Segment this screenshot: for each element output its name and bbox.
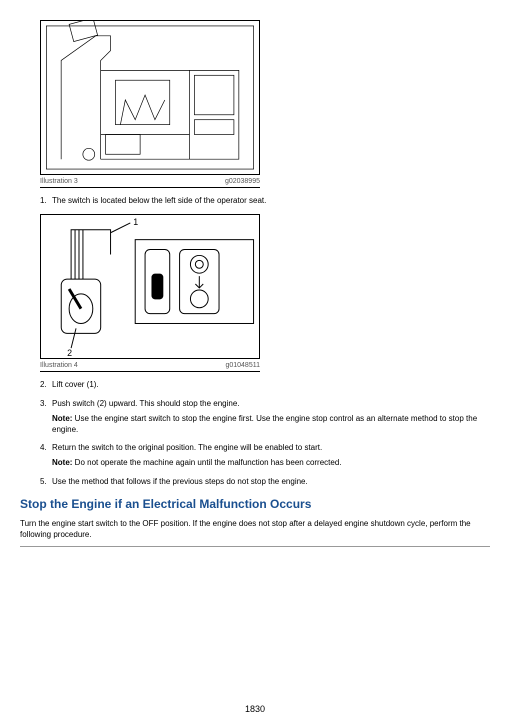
step-4-note-text: Do not operate the machine again until t… (72, 458, 341, 467)
ill3-caption-right: g02038995 (225, 178, 260, 185)
illustration-3-svg (41, 21, 259, 174)
ill3-caption-left: Illustration 3 (40, 178, 78, 185)
illustration-4-svg: 1 2 (41, 215, 259, 358)
callout-1: 1 (133, 217, 138, 227)
illustration-4-caption: Illustration 4 g01048511 (40, 362, 260, 372)
page-number: 1830 (0, 704, 510, 714)
step-4-text: Return the switch to the original positi… (52, 443, 322, 452)
step-4-note: Note: Do not operate the machine again u… (52, 458, 490, 468)
illustration-3 (40, 20, 260, 175)
step-5-text: Use the method that follows if the previ… (52, 477, 308, 486)
step-3-note: Note: Use the engine start switch to sto… (52, 414, 490, 435)
illustration-3-caption: Illustration 3 g02038995 (40, 178, 260, 188)
section-heading: Stop the Engine if an Electrical Malfunc… (20, 497, 490, 511)
step-4: 4. Return the switch to the original pos… (40, 443, 490, 469)
step-2: 2. Lift cover (1). (40, 380, 490, 390)
step-5-num: 5. (40, 477, 47, 487)
note-label: Note: (52, 414, 72, 423)
step-3-num: 3. (40, 399, 47, 409)
ill4-caption-left: Illustration 4 (40, 362, 78, 369)
step-2-num: 2. (40, 380, 47, 390)
step-1: 1. The switch is located below the left … (40, 196, 490, 206)
callout-2: 2 (67, 348, 72, 358)
step-list-b: 2. Lift cover (1). 3. Push switch (2) up… (40, 380, 490, 487)
section-paragraph: Turn the engine start switch to the OFF … (20, 519, 490, 540)
note-label: Note: (52, 458, 72, 467)
step-1-text: The switch is located below the left sid… (52, 196, 266, 205)
illustration-4: 1 2 (40, 214, 260, 359)
ill4-caption-right: g01048511 (225, 362, 260, 369)
step-2-text: Lift cover (1). (52, 380, 99, 389)
step-3-text: Push switch (2) upward. This should stop… (52, 399, 240, 408)
step-list-a: 1. The switch is located below the left … (40, 196, 490, 206)
step-3: 3. Push switch (2) upward. This should s… (40, 399, 490, 435)
step-3-note-text: Use the engine start switch to stop the … (52, 414, 477, 433)
step-5: 5. Use the method that follows if the pr… (40, 477, 490, 487)
step-1-num: 1. (40, 196, 47, 206)
step-4-num: 4. (40, 443, 47, 453)
separator (20, 546, 490, 547)
